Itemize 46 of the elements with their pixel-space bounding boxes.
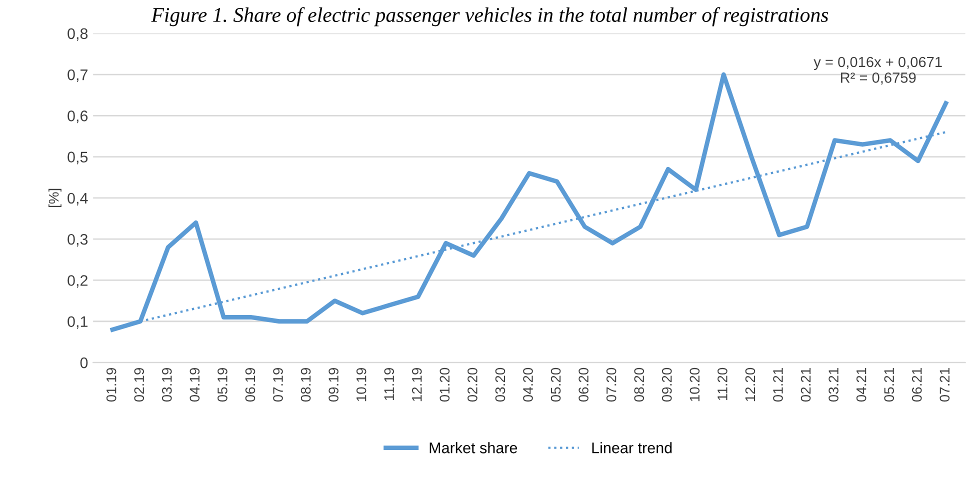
x-tick-label: 04.21: [856, 368, 866, 402]
x-tick-label: 06.21: [912, 368, 922, 402]
x-tick-label: 04.20: [523, 368, 533, 402]
x-tick-label: 03.20: [495, 368, 506, 402]
x-tick-label: 05.19: [218, 368, 228, 402]
x-tick-label: 08.19: [300, 368, 311, 402]
x-tick-label: 12.19: [412, 368, 422, 402]
x-tick-label: 10.20: [690, 368, 700, 402]
x-tick-label: 11.19: [384, 368, 394, 400]
legend-label: Market share: [430, 442, 518, 454]
x-tick-label: 09.20: [662, 368, 672, 402]
x-tick-label: 03.19: [162, 368, 172, 402]
x-tick-label: 09.19: [328, 368, 338, 402]
x-tick-label: 02.20: [468, 368, 478, 402]
x-tick-label: 04.19: [190, 368, 200, 402]
x-tick-label: 05.21: [884, 368, 894, 402]
x-tick-label: 11.20: [718, 368, 728, 400]
x-tick-label: 06.20: [578, 368, 588, 402]
line-series: [110, 72, 948, 332]
legend-label: Linear trend: [592, 442, 672, 454]
y-axis-title: [%]: [48, 188, 62, 207]
x-tick-label: 07.19: [273, 368, 283, 402]
x-tick-label: 02.21: [800, 368, 811, 402]
x-tick-label: 12.20: [745, 368, 756, 402]
x-tick-label: 01.19: [106, 368, 116, 402]
y-tick-label: 0,6: [68, 110, 88, 124]
chart-title: Figure 1. Share of electric passenger vehicles in the total number of registrations: [151, 7, 828, 26]
x-tick-label: 03.21: [828, 368, 838, 402]
x-tick-label: 10.19: [356, 368, 366, 402]
x-tick-label: 08.20: [634, 368, 644, 402]
y-tick-label: 0,5: [68, 152, 88, 164]
x-tick-label: 05.20: [550, 368, 561, 402]
y-tick-label: 0,8: [68, 28, 88, 41]
x-tick-label: 07.20: [606, 368, 616, 402]
annotation: y = 0,016x + 0,0671 R² = 0,6759: [814, 56, 942, 85]
x-tick-label: 01.21: [773, 368, 783, 402]
x-tick-label: 06.19: [245, 368, 256, 402]
x-tick-label: 07.21: [940, 368, 950, 402]
y-tick-label: 0,1: [68, 316, 88, 329]
x-tick-label: 02.19: [134, 368, 144, 402]
y-tick-label: 0,7: [68, 69, 88, 82]
x-tick-label: 01.20: [440, 368, 450, 402]
y-tick-label: 0,3: [68, 234, 88, 247]
y-tick-label: 0,4: [68, 192, 88, 206]
y-tick-label: 0,2: [68, 275, 88, 288]
y-tick-label: 0: [80, 357, 88, 368]
